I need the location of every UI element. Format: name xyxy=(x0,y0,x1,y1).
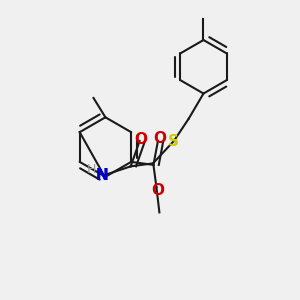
Text: O: O xyxy=(153,130,166,146)
Text: N: N xyxy=(96,168,109,183)
Text: O: O xyxy=(152,183,164,198)
Text: O: O xyxy=(135,132,148,147)
Text: H: H xyxy=(87,164,96,176)
Text: S: S xyxy=(168,134,179,148)
Text: N: N xyxy=(96,168,109,183)
